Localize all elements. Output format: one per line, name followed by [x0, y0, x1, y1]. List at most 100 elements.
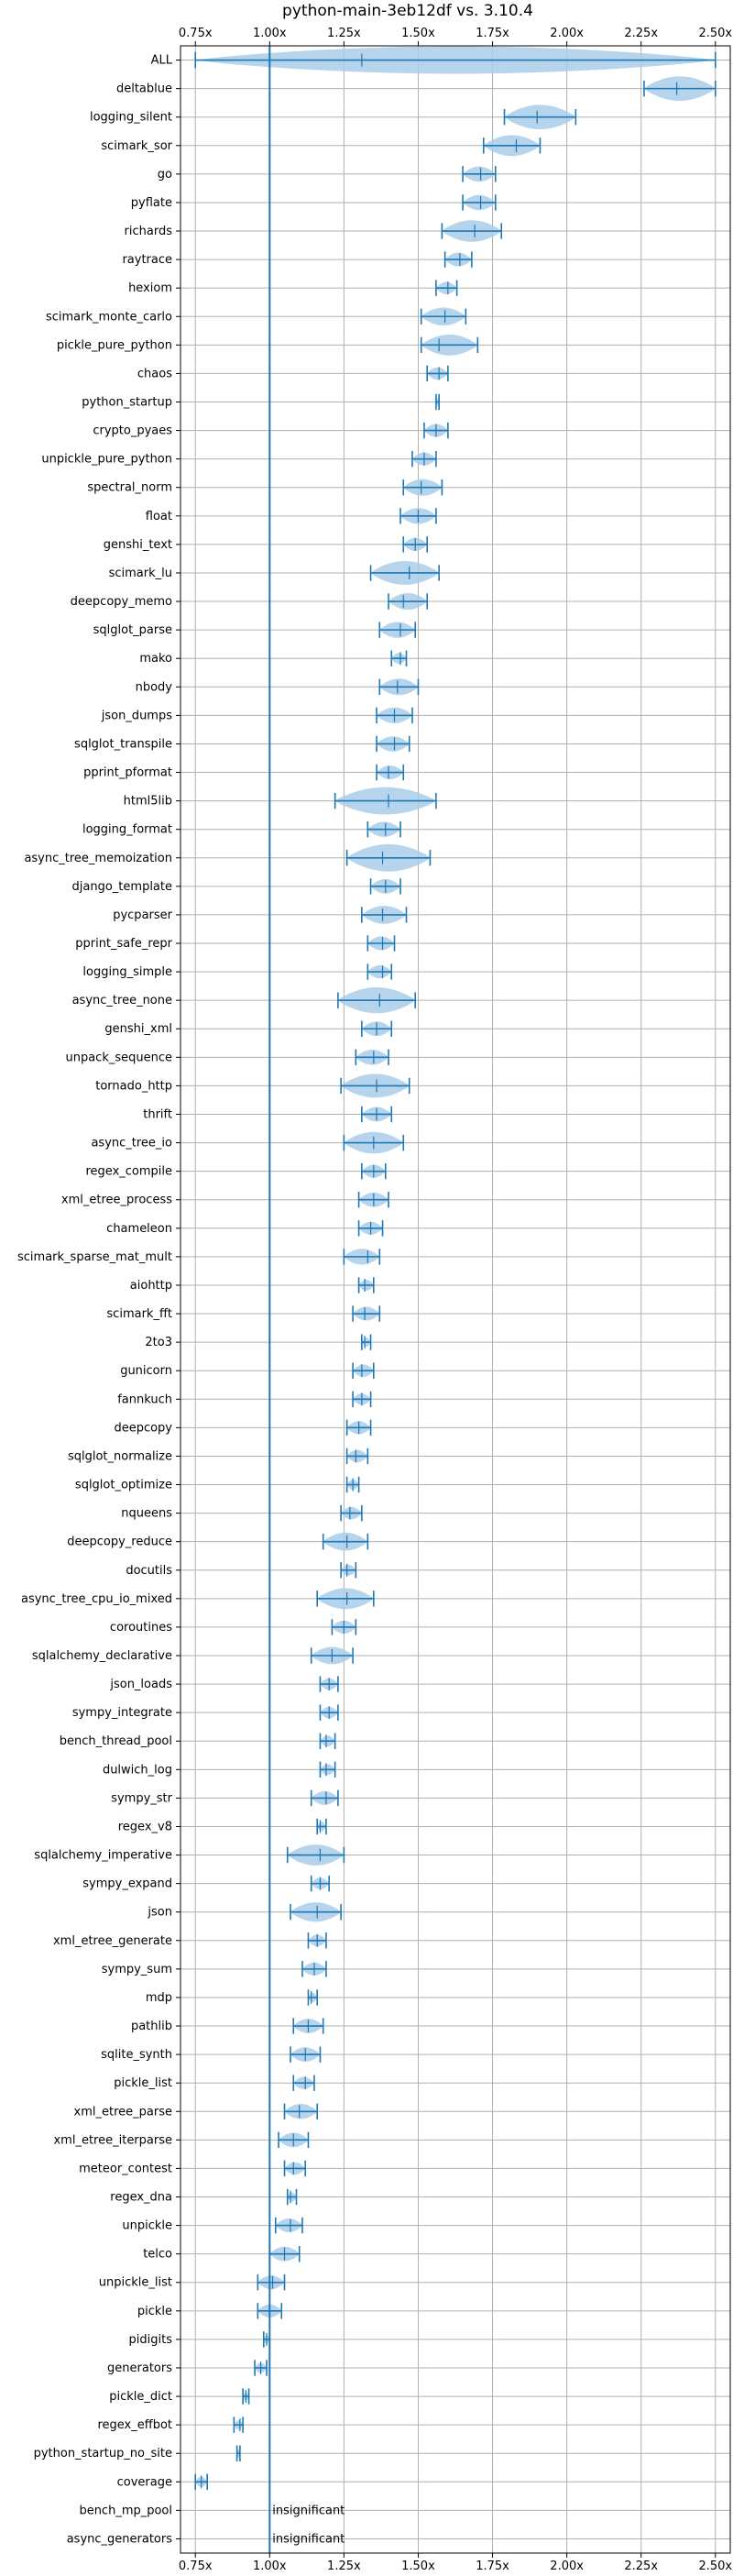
- tick-label-top: 1.50x: [401, 27, 435, 40]
- category-label: regex_compile: [85, 1165, 172, 1179]
- category-label: pprint_safe_repr: [75, 937, 172, 951]
- category-label: chameleon: [106, 1222, 172, 1236]
- category-label: regex_v8: [118, 1820, 172, 1833]
- tick-label-top: 2.50x: [698, 27, 732, 40]
- category-label: nbody: [136, 680, 173, 694]
- category-label: sqlglot_parse: [93, 623, 172, 637]
- category-label: sqlglot_transpile: [74, 737, 172, 751]
- category-label: regex_dna: [110, 2191, 172, 2205]
- category-label: chaos: [137, 367, 172, 380]
- violin-layer: insignificant insignificant: [194, 46, 717, 2553]
- category-label: deltablue: [116, 83, 172, 96]
- category-label: aiohttp: [130, 1279, 172, 1293]
- tick-label-top: 2.00x: [550, 27, 584, 40]
- category-label: sympy_str: [111, 1791, 172, 1805]
- category-label: sqlalchemy_imperative: [34, 1849, 172, 1863]
- category-label: sympy_sum: [102, 1963, 172, 1976]
- category-label: async_tree_io: [91, 1137, 172, 1150]
- category-label: django_template: [72, 880, 172, 894]
- x-axis-top: 0.75x 1.00x 1.25x 1.50x 1.75x 2.00x 2.25x 2.50x: [179, 27, 732, 46]
- tick-label-top: 2.25x: [624, 27, 658, 40]
- category-label: genshi_text: [104, 538, 172, 552]
- category-label: async_generators: [67, 2532, 173, 2546]
- category-label: ALL: [151, 54, 173, 68]
- x-axis-bottom: 0.75x 1.00x 1.25x 1.50x 1.75x 2.00x 2.25x 2.50x: [179, 2553, 732, 2573]
- chart-title: python-main-3eb12df vs. 3.10.4: [282, 2, 533, 20]
- category-label: sqlglot_optimize: [75, 1479, 172, 1492]
- tick-label-bottom: 1.75x: [476, 2559, 509, 2573]
- category-label: crypto_pyaes: [93, 424, 172, 438]
- category-label: pidigits: [129, 2333, 173, 2347]
- category-label: bench_mp_pool: [79, 2504, 172, 2517]
- category-label: 2to3: [145, 1336, 172, 1349]
- tick-label-bottom: 2.50x: [698, 2559, 732, 2573]
- category-label: deepcopy_memo: [71, 595, 172, 609]
- category-label: json_loads: [109, 1678, 172, 1691]
- insignificant-note: insignificant: [272, 2504, 345, 2517]
- tick-label-top: 1.75x: [476, 27, 509, 40]
- category-label: pickle: [137, 2305, 172, 2318]
- category-label: pprint_pformat: [83, 766, 172, 780]
- category-label: raytrace: [122, 253, 172, 267]
- category-label: logging_simple: [82, 965, 172, 979]
- category-label: pickle_list: [114, 2076, 172, 2090]
- category-label: async_tree_cpu_io_mixed: [21, 1592, 172, 1606]
- category-label: unpack_sequence: [65, 1051, 172, 1064]
- category-label: scimark_monte_carlo: [46, 310, 172, 324]
- category-label: mako: [139, 652, 172, 666]
- tick-label-top: 0.75x: [179, 27, 213, 40]
- category-label: coverage: [117, 2475, 172, 2489]
- tick-label-bottom: 0.75x: [179, 2559, 213, 2573]
- category-label: meteor_contest: [79, 2162, 172, 2175]
- category-label: spectral_norm: [87, 481, 172, 495]
- category-label: scimark_lu: [109, 567, 172, 580]
- category-label: dulwich_log: [103, 1763, 172, 1777]
- category-label: hexiom: [128, 281, 172, 295]
- plot-frame: [180, 45, 731, 2554]
- category-label: async_tree_none: [72, 994, 172, 1007]
- category-label: pycparser: [113, 908, 172, 922]
- category-label: unpickle: [122, 2219, 172, 2233]
- tick-label-bottom: 1.00x: [253, 2559, 287, 2573]
- grid-layer: [181, 46, 730, 2553]
- category-label: docutils: [126, 1564, 172, 1578]
- category-label: xml_etree_iterparse: [53, 2133, 172, 2147]
- category-label: xml_etree_parse: [74, 2105, 172, 2119]
- category-label: sympy_expand: [82, 1877, 172, 1891]
- category-label: python_startup: [82, 395, 172, 409]
- category-label: python_startup_no_site: [34, 2447, 172, 2460]
- category-label: scimark_fft: [106, 1307, 172, 1321]
- category-label: go: [158, 168, 172, 182]
- category-label: richards: [125, 225, 173, 238]
- insignificant-note: insignificant: [272, 2532, 345, 2546]
- category-label: generators: [107, 2361, 172, 2375]
- category-label: tornado_http: [95, 1079, 172, 1093]
- category-label: logging_format: [82, 823, 172, 837]
- category-label: json_dumps: [101, 709, 172, 722]
- category-label: regex_effbot: [97, 2418, 172, 2432]
- category-label: html5lib: [124, 795, 172, 809]
- category-label: async_tree_memoization: [24, 852, 172, 865]
- category-label: scimark_sparse_mat_mult: [17, 1250, 172, 1264]
- tick-label-bottom: 2.00x: [550, 2559, 584, 2573]
- category-label: deepcopy_reduce: [67, 1536, 172, 1549]
- category-label: sqlalchemy_declarative: [32, 1649, 172, 1663]
- category-label: genshi_xml: [104, 1022, 172, 1036]
- category-label: scimark_sor: [101, 139, 172, 153]
- category-label: pathlib: [131, 2020, 172, 2033]
- category-label: sympy_integrate: [72, 1706, 172, 1720]
- category-label: float: [146, 510, 172, 523]
- tick-label-top: 1.25x: [327, 27, 361, 40]
- category-label: unpickle_list: [99, 2276, 172, 2290]
- category-label: mdp: [146, 1991, 172, 2005]
- category-label: sqlite_synth: [101, 2048, 172, 2062]
- category-label: xml_etree_generate: [53, 1934, 172, 1948]
- category-label: json: [147, 1906, 172, 1920]
- category-label: coroutines: [110, 1621, 172, 1635]
- category-label: pickle_dict: [109, 2390, 172, 2404]
- category-label: pyflate: [131, 196, 172, 210]
- category-label: xml_etree_process: [61, 1194, 172, 1207]
- category-label: pickle_pure_python: [57, 338, 172, 352]
